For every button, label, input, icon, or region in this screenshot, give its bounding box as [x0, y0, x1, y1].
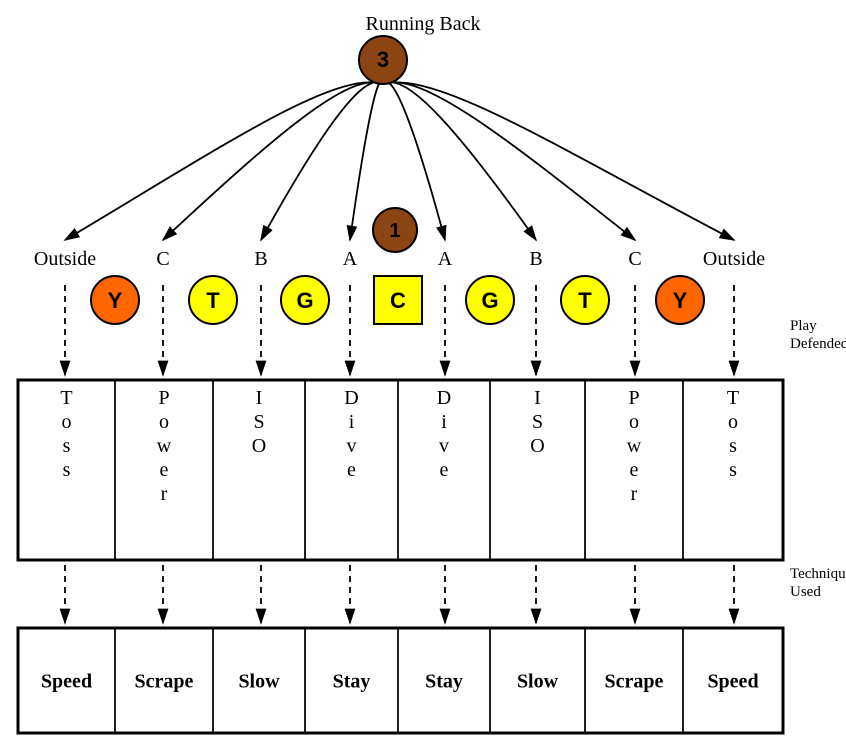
play-cell-text: v: [347, 435, 357, 457]
gap-label: C: [156, 248, 169, 270]
lineman-label: T: [206, 288, 220, 313]
play-cell-text: T: [60, 387, 72, 409]
play-cell-text: i: [441, 411, 447, 433]
play-cell-text: w: [157, 435, 172, 457]
play-cell-text: s: [63, 435, 71, 457]
play-cell-text: o: [728, 411, 738, 433]
play-cell-text: P: [628, 387, 639, 409]
play-cell-text: O: [252, 435, 266, 457]
play-cell-text: S: [253, 411, 264, 433]
play-cell-text: s: [63, 459, 71, 481]
play-cell-text: o: [62, 411, 72, 433]
play-cell-text: o: [159, 411, 169, 433]
gap-label: A: [438, 248, 453, 270]
lineman-label: G: [481, 288, 498, 313]
fan-arrow: [383, 82, 635, 240]
play-cell-text: i: [349, 411, 355, 433]
play-cell-text: T: [727, 387, 739, 409]
technique-label-2: Used: [790, 584, 821, 600]
play-cell-text: D: [437, 387, 451, 409]
gap-label: C: [628, 248, 641, 270]
play-cell-text: v: [439, 435, 449, 457]
technique-row-border: [18, 628, 783, 733]
play-cell-text: I: [256, 387, 263, 409]
play-cell-text: s: [729, 459, 737, 481]
linemen-row: YTGCGTY: [91, 276, 704, 324]
play-cell-text: D: [344, 387, 358, 409]
gap-label: Outside: [34, 248, 96, 270]
gap-label: Outside: [703, 248, 765, 270]
play-cell-text: e: [160, 459, 169, 481]
technique-cell-text: Scrape: [135, 671, 194, 693]
gap-label: B: [529, 248, 542, 270]
technique-cell-text: Scrape: [605, 671, 664, 693]
fan-arrow: [383, 82, 734, 240]
qb-node-label: 1: [389, 220, 400, 242]
play-cell-text: e: [440, 459, 449, 481]
gap-label: A: [343, 248, 358, 270]
play-cell-text: r: [631, 483, 638, 505]
play-cell-text: P: [158, 387, 169, 409]
rb-node-label: 3: [377, 47, 389, 72]
lineman-label: Y: [108, 288, 123, 313]
lineman-label: G: [296, 288, 313, 313]
play-cell-text: O: [530, 435, 544, 457]
lineman-label: Y: [673, 288, 688, 313]
play-cell-text: o: [629, 411, 639, 433]
gap-label: B: [254, 248, 267, 270]
title-text: Running Back: [366, 13, 481, 35]
play-cell-text: S: [532, 411, 543, 433]
technique-cell-text: Speed: [707, 671, 758, 693]
technique-cell-text: Stay: [333, 671, 371, 693]
play-cell-text: w: [627, 435, 642, 457]
play-cell-text: e: [347, 459, 356, 481]
fan-arrow: [261, 82, 383, 240]
technique-label-1: Technique: [790, 566, 846, 582]
play-defended-label-2: Defended: [790, 336, 846, 352]
technique-cell-text: Stay: [425, 671, 463, 693]
lineman-label: T: [578, 288, 592, 313]
technique-cell-text: Slow: [517, 671, 559, 693]
technique-cell-text: Speed: [41, 671, 92, 693]
play-defended-label-1: Play: [790, 318, 817, 334]
play-cell-text: e: [630, 459, 639, 481]
lineman-label: C: [390, 288, 406, 313]
technique-cell-text: Slow: [238, 671, 280, 693]
play-cell-text: r: [161, 483, 168, 505]
play-cell-text: I: [534, 387, 541, 409]
play-row-border: [18, 380, 783, 560]
fan-arrow: [65, 82, 383, 240]
play-cell-text: s: [729, 435, 737, 457]
